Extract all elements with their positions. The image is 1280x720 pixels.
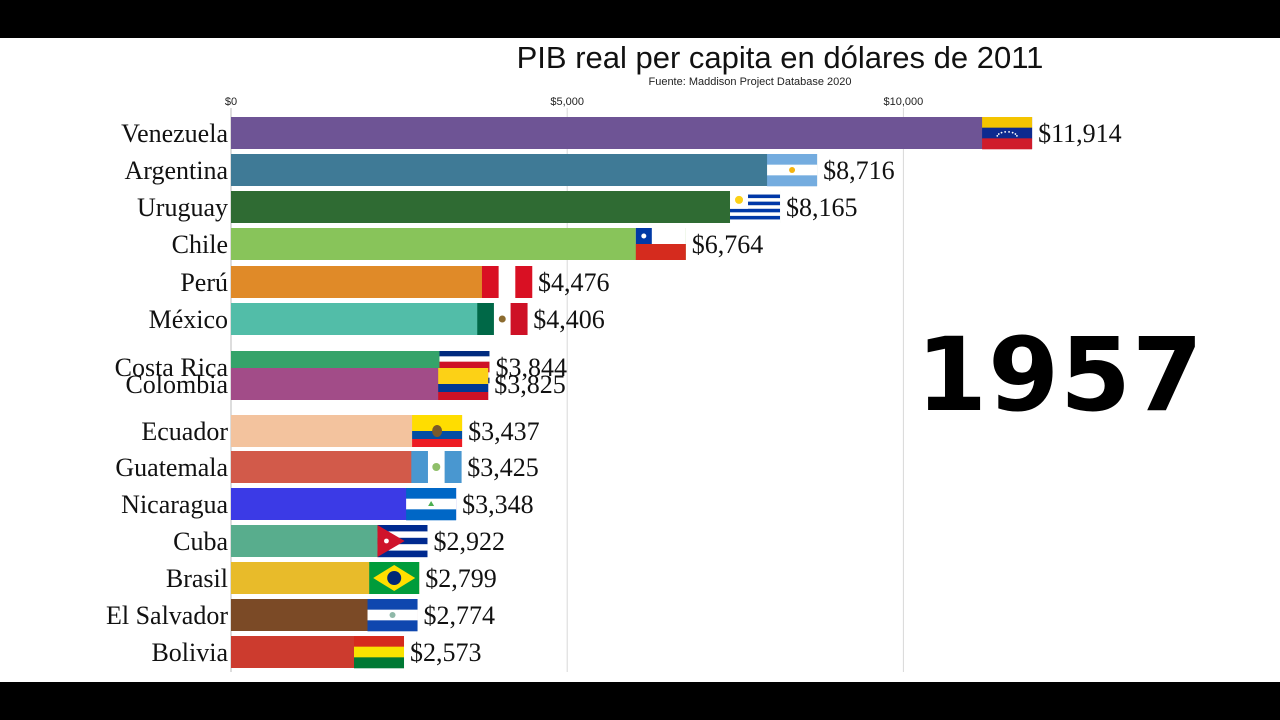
- x-tick-label: $5,000: [550, 96, 584, 108]
- bar: [231, 191, 781, 223]
- category-label: Cuba: [173, 527, 228, 556]
- bar: [231, 228, 686, 260]
- flag-guatemala-icon: [411, 451, 462, 483]
- bar-group: Uruguay $8,165: [137, 191, 858, 224]
- bar-group: Brasil $2,799: [166, 562, 497, 594]
- chart-frame: PIB real per capita en dólares de 2011 F…: [0, 38, 1280, 682]
- value-label: $3,348: [462, 490, 534, 519]
- category-label: Venezuela: [121, 119, 228, 148]
- bar: [231, 266, 532, 298]
- bar-group: Argentina $8,716: [125, 154, 895, 187]
- flag-chile-icon: [635, 228, 686, 260]
- flag-nicaragua-icon: [406, 488, 457, 521]
- bar-group: Cuba $2,922: [173, 525, 505, 558]
- bar-group: El Salvador $2,774: [106, 599, 496, 632]
- bar-group: México $4,406: [149, 303, 605, 335]
- category-label: Costa Rica: [115, 353, 229, 382]
- chart-subtitle: Fuente: Maddison Project Database 2020: [648, 76, 852, 88]
- flag-cuba-icon: [377, 525, 428, 558]
- flag-argentina-icon: [767, 154, 818, 187]
- category-label: Chile: [172, 230, 228, 259]
- bar-group: Guatemala $3,425: [115, 451, 539, 483]
- value-label: $11,914: [1038, 119, 1122, 148]
- category-label: Bolivia: [151, 638, 228, 667]
- flag-bolivia-icon: [354, 636, 405, 669]
- bar-group: Ecuador $3,437: [141, 415, 540, 447]
- value-label: $2,573: [410, 638, 482, 667]
- value-label: $8,165: [786, 193, 858, 222]
- category-label: Argentina: [125, 156, 229, 185]
- value-label: $3,825: [494, 370, 566, 399]
- value-label: $2,799: [425, 564, 497, 593]
- category-label: Guatemala: [115, 453, 228, 482]
- flag-peru-icon: [481, 266, 533, 298]
- value-label: $3,425: [467, 453, 539, 482]
- category-label: Brasil: [166, 564, 228, 593]
- flag-el-salvador-icon: [367, 599, 418, 632]
- category-label: Uruguay: [137, 193, 228, 222]
- year-label: 1957: [916, 316, 1204, 435]
- category-label: México: [149, 305, 228, 334]
- flag-mexico-icon: [477, 303, 528, 335]
- flag-colombia-icon: [438, 368, 489, 400]
- category-label: Colombia: [125, 370, 228, 399]
- category-label: El Salvador: [106, 601, 228, 630]
- value-label: $4,406: [533, 305, 605, 334]
- value-label: $6,764: [692, 230, 764, 259]
- value-label: $4,476: [538, 268, 610, 297]
- value-label: $3,844: [495, 353, 567, 382]
- category-label: Nicaragua: [121, 490, 228, 519]
- value-label: $3,437: [468, 417, 540, 446]
- value-label: $2,774: [424, 601, 496, 630]
- bar-group: Nicaragua $3,348: [121, 488, 534, 521]
- bar: [231, 117, 1033, 149]
- bar-group: Chile $6,764: [172, 228, 764, 260]
- bar-group: Venezuela $11,914: [121, 117, 1122, 150]
- flag-ecuador-icon: [412, 415, 463, 447]
- flag-brazil-icon: [369, 562, 420, 594]
- bar-group: Bolivia $2,573: [151, 636, 482, 669]
- bar-group: Perú $4,476: [180, 266, 609, 298]
- bar-group: Colombia $3,825: [125, 368, 566, 400]
- chart-title: PIB real per capita en dólares de 2011: [516, 40, 1044, 75]
- bar-chart: $0 $5,000 $10,000 Venezuela $11,914 Argentina…: [106, 96, 1122, 672]
- value-label: $8,716: [823, 156, 895, 185]
- flag-venezuela-icon: [982, 117, 1033, 150]
- value-label: $2,922: [433, 527, 505, 556]
- x-tick-label: $0: [225, 96, 237, 108]
- x-tick-label: $10,000: [884, 96, 924, 108]
- flag-uruguay-icon: [730, 191, 781, 224]
- category-label: Perú: [180, 268, 228, 297]
- category-label: Ecuador: [141, 417, 228, 446]
- bar: [231, 154, 818, 186]
